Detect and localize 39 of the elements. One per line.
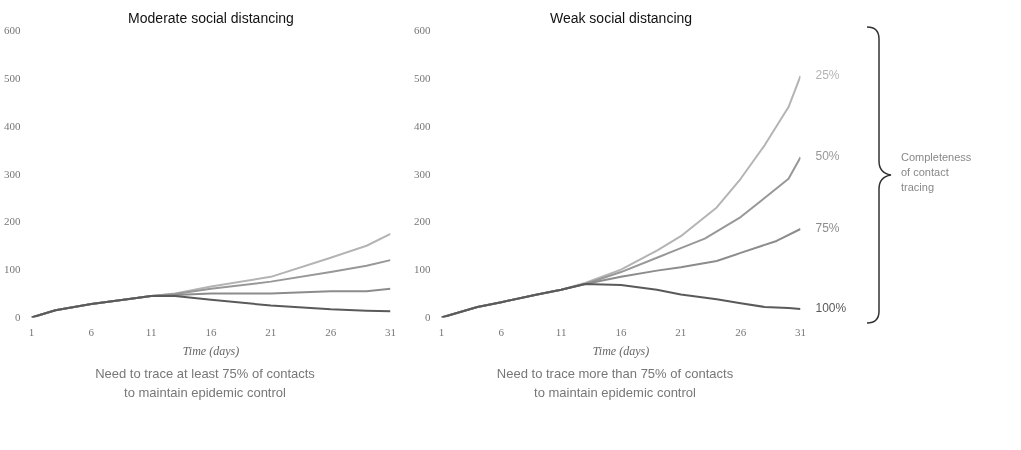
y-tick-label: 200	[414, 215, 431, 228]
y-tick-label: 100	[4, 263, 21, 276]
y-tick-label: 500	[414, 71, 431, 84]
x-tick-label: 26	[325, 325, 337, 338]
x-tick-label: 26	[735, 325, 747, 338]
y-tick-label: 200	[4, 215, 21, 228]
y-tick-label: 300	[4, 167, 21, 180]
x-tick-label: 31	[385, 325, 396, 338]
x-tick-label: 6	[498, 325, 505, 338]
chart-title: Moderate social distancing	[128, 9, 294, 26]
x-axis-title: Time (days)	[182, 343, 240, 358]
text: Need to trace more than 75% of contacts to maintain epidemic control	[495, 365, 735, 402]
y-tick-label: 600	[414, 24, 431, 36]
series-label: 75%	[815, 221, 840, 236]
x-tick-label: 16	[615, 325, 627, 338]
x-tick-label: 31	[795, 325, 806, 338]
text: Need to trace at least 75% of contacts to maintain epidemic control	[94, 365, 316, 402]
y-tick-label: 500	[4, 71, 21, 84]
x-tick-label: 21	[675, 325, 687, 338]
x-tick-label: 16	[205, 325, 217, 338]
y-tick-label: 100	[414, 263, 431, 276]
x-tick-label: 1	[438, 325, 445, 338]
y-tick-label: 400	[4, 119, 21, 132]
x-axis-title: Time (days)	[592, 343, 650, 358]
series-label: 50%	[815, 149, 840, 164]
y-tick-label: 600	[4, 24, 21, 36]
y-tick-label: 0	[15, 311, 21, 323]
x-tick-label: 11	[555, 325, 567, 338]
y-tick-label: 0	[425, 311, 431, 323]
y-tick-label: 300	[414, 167, 431, 180]
series-label: 25%	[815, 67, 840, 82]
text: Completeness of contact tracing	[901, 150, 972, 195]
x-tick-label: 21	[265, 325, 277, 338]
chart-title: Weak social distancing	[549, 9, 693, 26]
x-tick-label: 1	[28, 325, 35, 338]
y-tick-label: 400	[414, 119, 431, 132]
x-tick-label: 6	[88, 325, 95, 338]
x-tick-label: 11	[145, 325, 157, 338]
series-label: 100%	[815, 300, 847, 315]
